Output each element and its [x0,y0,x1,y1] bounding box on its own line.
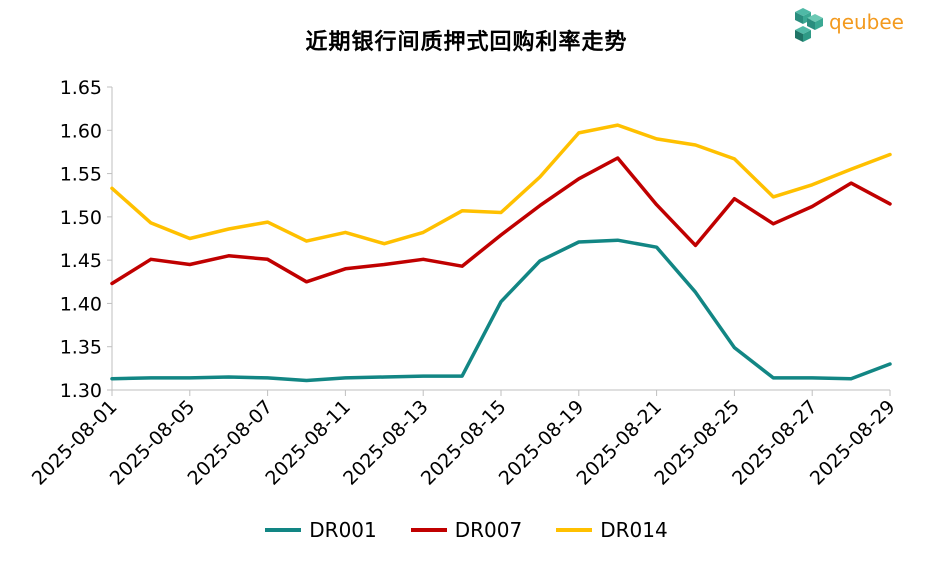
legend-label: DR001 [309,518,377,542]
series-line-dr007 [110,156,892,286]
series-line-dr001 [110,238,892,383]
logo-brand-text: qeubee [829,10,904,34]
legend-label: DR007 [454,518,523,542]
y-tick-label: 1.35 [60,337,102,359]
y-tick-label: 1.65 [60,77,102,99]
y-tick-label: 1.50 [60,207,102,229]
y-tick-label: 1.30 [60,380,102,402]
qeubee-cube-logo-icon [795,8,823,42]
legend-label: DR014 [600,518,668,542]
legend-swatch [265,528,302,532]
y-tick-label: 1.55 [60,164,102,186]
legend-swatch [410,528,447,532]
legend-swatch [556,528,593,532]
y-tick-label: 1.40 [60,293,102,315]
x-axis: 2025-08-012025-08-052025-08-072025-08-11… [28,389,900,490]
legend: DR001 DR007 DR014 [0,518,933,542]
qeubee-logo: qeubee [793,6,913,46]
series-lines [110,123,892,383]
y-tick-label: 1.60 [60,120,102,142]
chart-title: 近期银行间质押式回购利率走势 [305,30,628,55]
series-line-dr014 [110,123,892,246]
legend-item-dr001: DR001 [265,518,377,542]
legend-item-dr014: DR014 [556,518,668,542]
y-tick-label: 1.45 [60,250,102,272]
y-axis: 1.65 1.60 1.55 1.50 1.45 1.40 1.35 1.30 [60,77,113,402]
legend-item-dr007: DR007 [410,518,523,542]
